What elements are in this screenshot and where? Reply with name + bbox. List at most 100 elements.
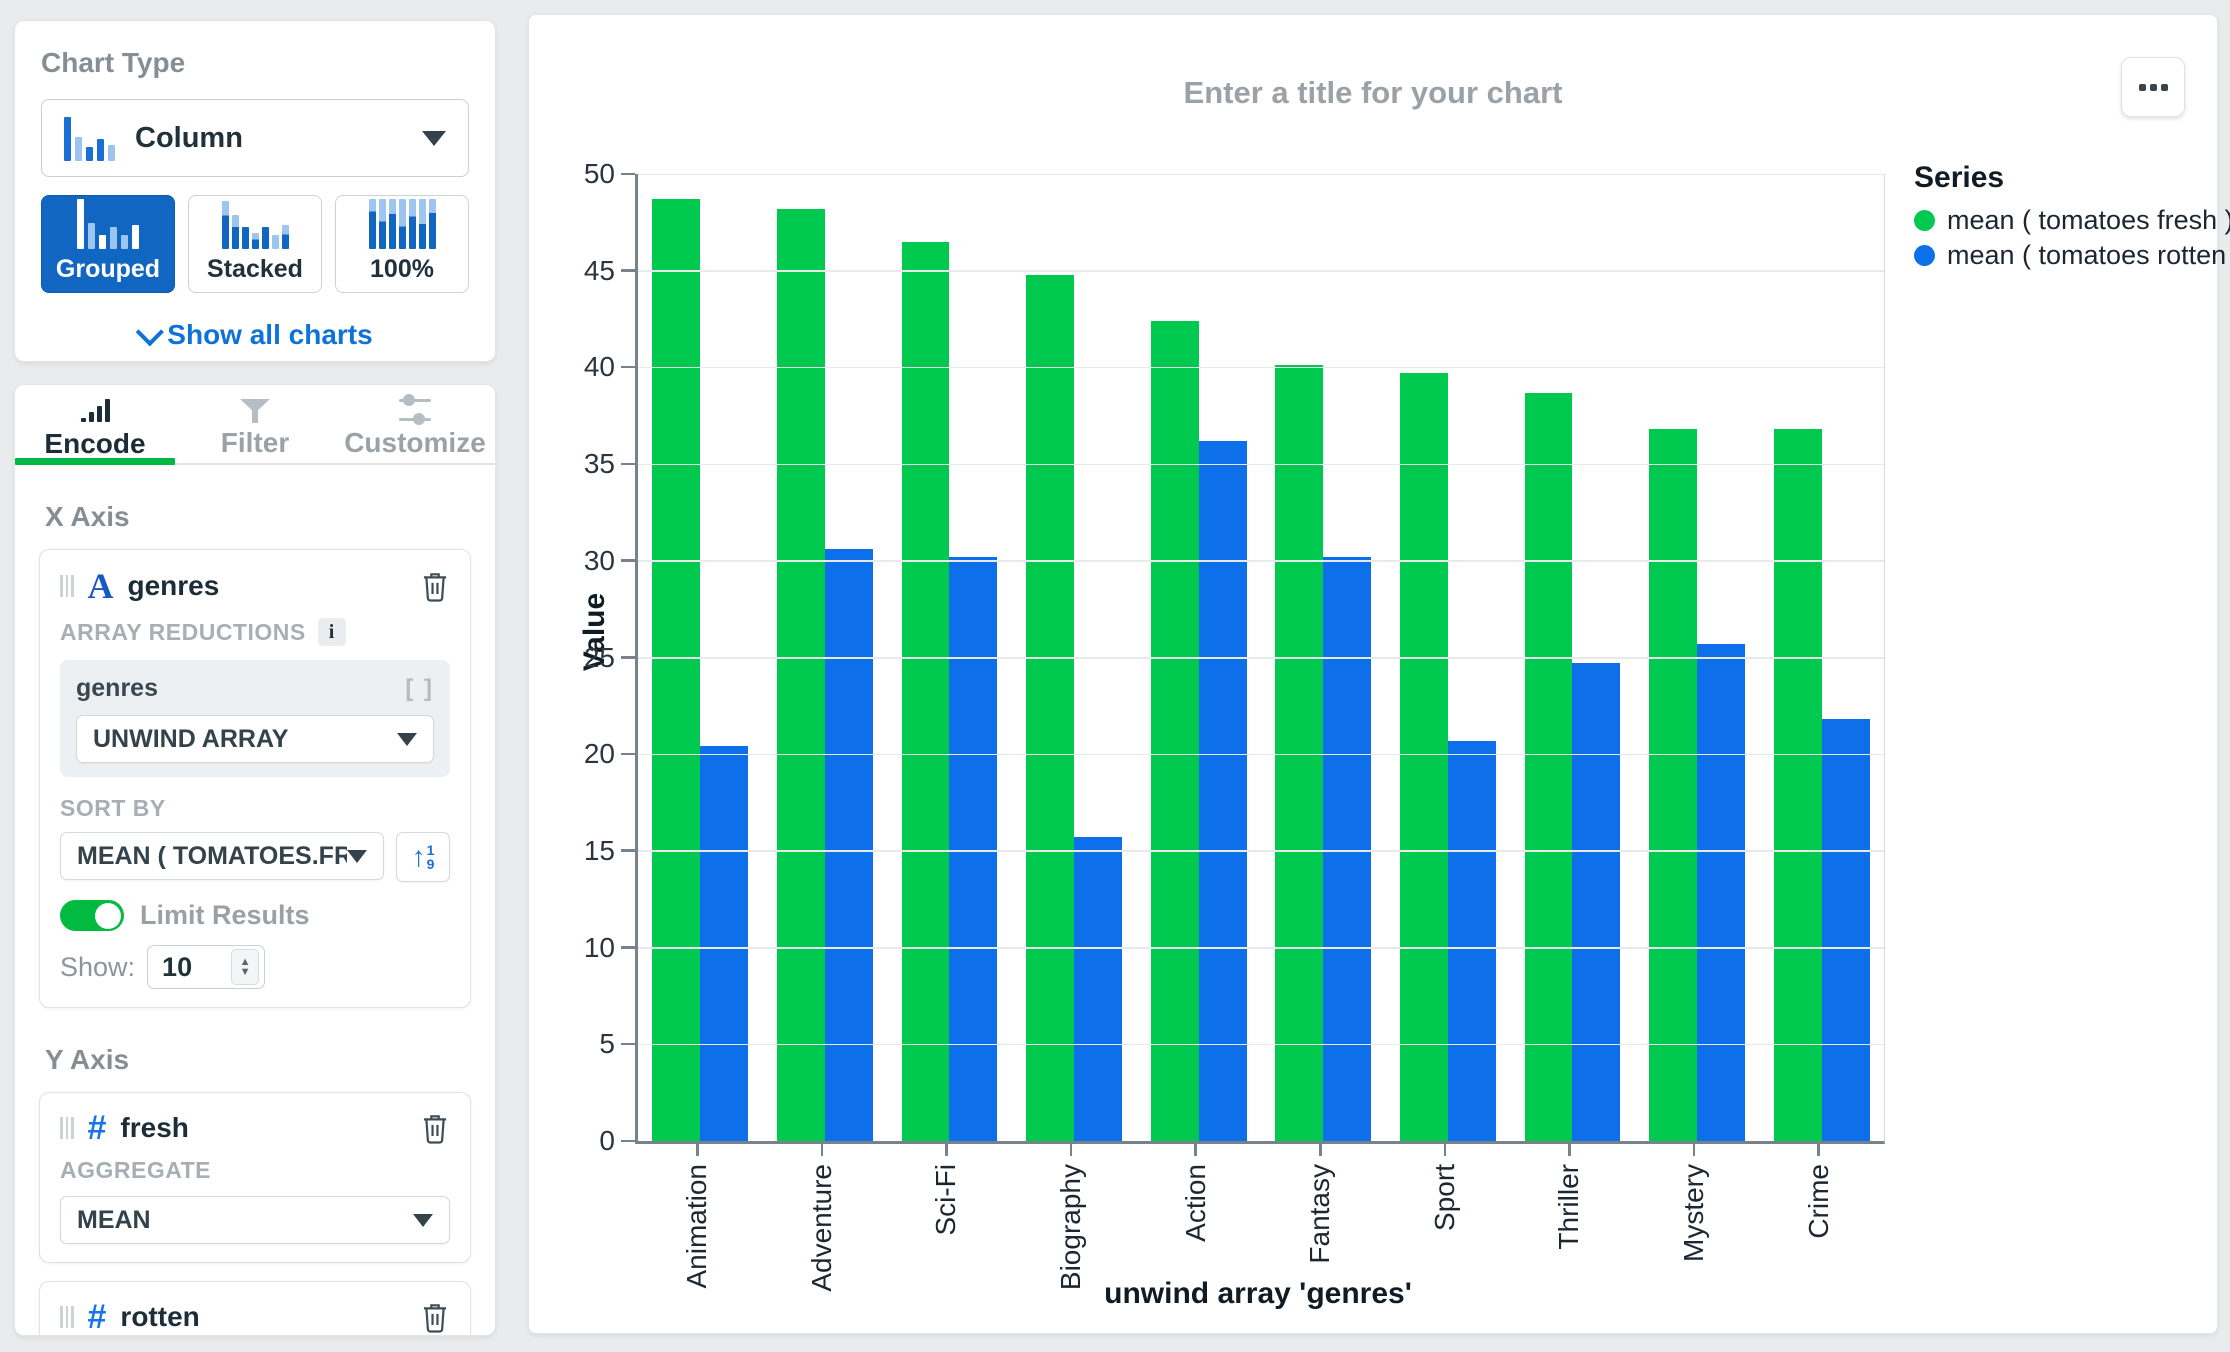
encode-bars-icon xyxy=(80,398,110,422)
y-tick-mark xyxy=(621,365,635,369)
chart-title-placeholder[interactable]: Enter a title for your chart xyxy=(1183,75,1563,110)
more-ellipsis-icon[interactable] xyxy=(2121,57,2185,117)
show-all-charts-label: Show all charts xyxy=(167,319,373,350)
variant-grouped-button[interactable]: Grouped xyxy=(41,195,175,293)
x-tick-cell: Sport xyxy=(1383,1144,1508,1294)
y-tick-label: 25 xyxy=(583,641,615,673)
y-tick-label: 0 xyxy=(599,1125,615,1156)
bar[interactable] xyxy=(1572,663,1621,1141)
tab-filter[interactable]: Filter xyxy=(175,385,335,465)
unwind-array-select[interactable]: UNWIND ARRAY xyxy=(76,715,434,763)
trash-icon[interactable] xyxy=(420,1112,450,1144)
bar[interactable] xyxy=(1649,429,1698,1141)
x-tick-mark xyxy=(1194,1144,1197,1156)
tab-customize[interactable]: Customize xyxy=(335,385,495,465)
chart-type-select[interactable]: Column xyxy=(41,99,469,177)
bar[interactable] xyxy=(1150,320,1199,1141)
legend-item[interactable]: mean ( tomatoes rotten ) xyxy=(1914,240,2230,271)
y-tick-mark xyxy=(621,656,635,659)
legend-title: Series xyxy=(1914,161,2005,194)
x-tick-label: Mystery xyxy=(1678,1164,1710,1262)
y-tick-label: 45 xyxy=(583,254,615,286)
aggregate-select-fresh[interactable]: MEAN xyxy=(60,1196,450,1244)
bar[interactable] xyxy=(901,241,950,1141)
x-tick-label: Thriller xyxy=(1553,1164,1585,1250)
x-tick-mark xyxy=(696,1144,699,1156)
variant-100-button[interactable]: 100% xyxy=(335,195,469,293)
bar[interactable] xyxy=(1697,643,1745,1141)
limit-results-toggle[interactable] xyxy=(60,900,124,931)
tab-encode[interactable]: Encode xyxy=(15,385,175,465)
limit-results-row: Limit Results xyxy=(60,900,450,931)
drag-handle-icon[interactable] xyxy=(60,575,74,597)
y-tick-label: 30 xyxy=(583,544,615,576)
show-all-charts-link[interactable]: Show all charts xyxy=(41,318,469,351)
x-axis-field-card: A genres ARRAY REDUCTIONS i genres [ ] xyxy=(39,549,471,1008)
bar[interactable] xyxy=(776,208,825,1141)
bar[interactable] xyxy=(1399,373,1448,1141)
bar[interactable] xyxy=(1026,274,1075,1141)
customize-sliders-icon xyxy=(399,394,431,425)
bar[interactable] xyxy=(652,199,701,1141)
chart-variant-row: Grouped Stacked 100% xyxy=(41,195,469,293)
drag-handle-icon[interactable] xyxy=(60,1117,74,1139)
show-row: Show: 10 ▲ ▼ xyxy=(60,945,450,989)
chevron-down-icon xyxy=(397,732,417,746)
bar[interactable] xyxy=(1821,719,1870,1141)
encode-panel: Encode Filter Customize X Axis xyxy=(14,384,496,1336)
legend-label: mean ( tomatoes rotten ) xyxy=(1947,240,2230,270)
array-reductions-row: ARRAY REDUCTIONS i xyxy=(60,618,450,646)
chevron-down-icon xyxy=(422,130,446,146)
variant-stacked-button[interactable]: Stacked xyxy=(188,195,322,293)
gridline xyxy=(638,173,1884,175)
bar[interactable] xyxy=(824,549,873,1141)
bar[interactable] xyxy=(1447,740,1496,1141)
show-count-input[interactable]: 10 ▲ ▼ xyxy=(147,945,266,989)
number-type-icon: # xyxy=(87,1109,107,1147)
column-chart-icon xyxy=(64,115,115,161)
x-tick-label: Fantasy xyxy=(1304,1164,1336,1264)
bar[interactable] xyxy=(1198,440,1247,1141)
legend-swatch xyxy=(1914,245,1935,266)
legend-swatch xyxy=(1914,210,1935,231)
x-tick-label: Biography xyxy=(1055,1164,1087,1291)
chart-type-heading: Chart Type xyxy=(41,47,186,78)
number-spinner-icon[interactable]: ▲ ▼ xyxy=(231,949,260,985)
bar[interactable] xyxy=(1074,837,1123,1141)
gridline xyxy=(638,753,1884,756)
drag-handle-icon[interactable] xyxy=(60,1306,74,1328)
bar[interactable] xyxy=(1773,429,1822,1141)
bar-series-container xyxy=(638,174,1884,1141)
bar-group-action xyxy=(1136,174,1261,1141)
filter-funnel-icon xyxy=(240,399,270,423)
legend-item[interactable]: mean ( tomatoes fresh ) xyxy=(1914,205,2230,236)
trash-icon[interactable] xyxy=(420,1301,450,1333)
chart-type-panel: Chart Type Column Grouped Stacked xyxy=(14,20,496,362)
chevron-down-icon xyxy=(347,849,367,863)
sort-by-select[interactable]: MEAN ( TOMATOES.FR… xyxy=(60,832,384,880)
y-tick-label: 50 xyxy=(583,158,615,189)
limit-results-label: Limit Results xyxy=(140,900,310,930)
bar[interactable] xyxy=(1323,556,1372,1141)
bar[interactable] xyxy=(949,556,998,1141)
info-icon[interactable]: i xyxy=(317,618,346,646)
x-tick-cell: Adventure xyxy=(760,1144,885,1294)
y-axis-field-card-rotten: # rotten AGGREGATE MEAN xyxy=(39,1281,471,1335)
x-tick-label: Sport xyxy=(1428,1164,1460,1231)
y-tick-mark xyxy=(621,849,635,852)
x-tick-mark xyxy=(1817,1144,1820,1156)
y-axis-heading: Y Axis xyxy=(45,1044,130,1075)
x-tick-mark xyxy=(1443,1144,1447,1156)
tab-underline-track xyxy=(15,463,495,465)
bar[interactable] xyxy=(1275,365,1324,1141)
bar[interactable] xyxy=(700,746,749,1141)
y-tick-mark xyxy=(621,559,635,562)
trash-icon[interactable] xyxy=(420,570,450,602)
y-tick-label: 20 xyxy=(583,738,615,770)
bar[interactable] xyxy=(1524,392,1573,1141)
aggregate-label: AGGREGATE xyxy=(60,1157,212,1183)
variant-stacked-label: Stacked xyxy=(207,255,303,283)
show-label: Show: xyxy=(60,951,136,982)
tab-filter-label: Filter xyxy=(220,427,290,458)
